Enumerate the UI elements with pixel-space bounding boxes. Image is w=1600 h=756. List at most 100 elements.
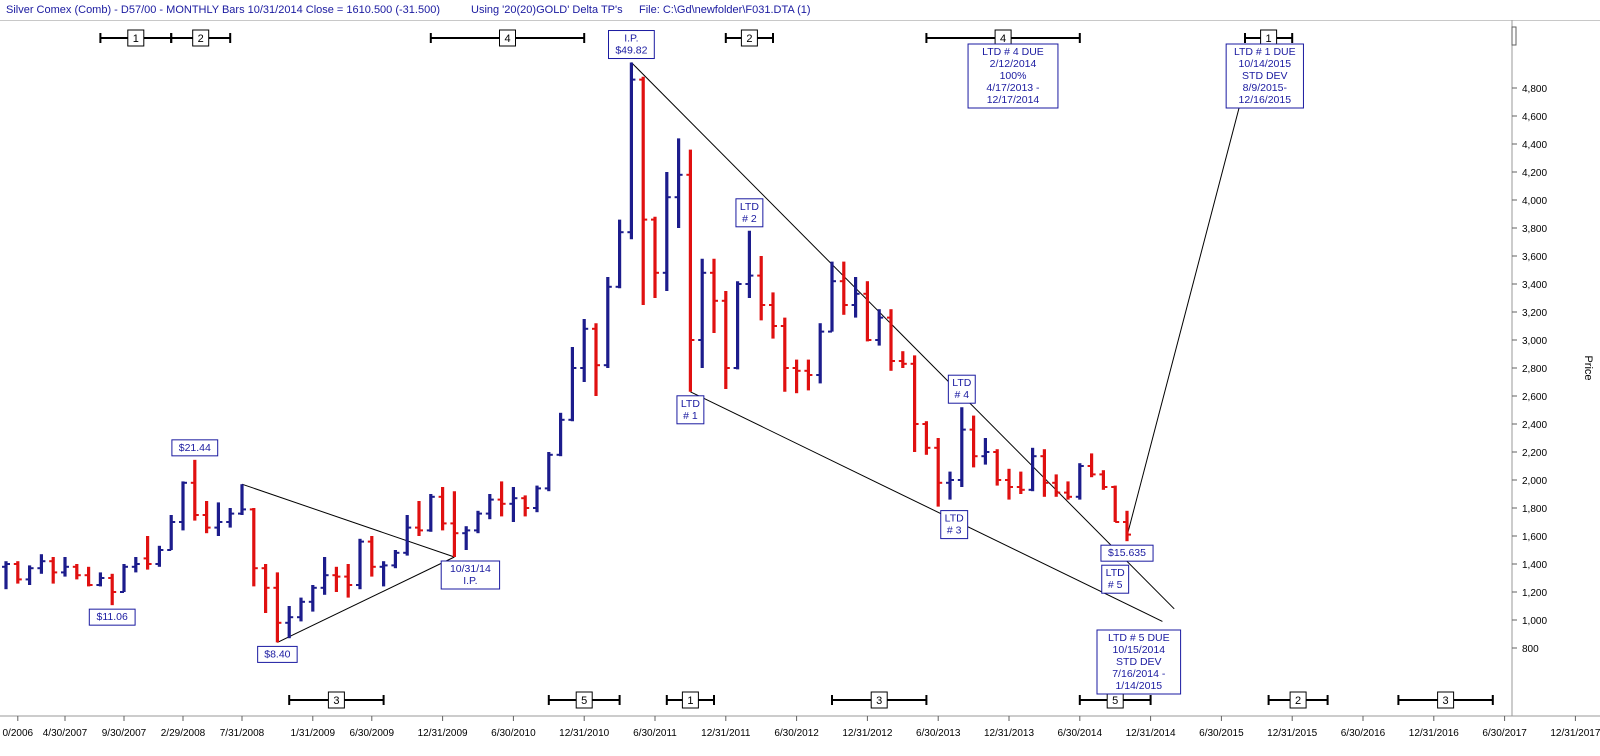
price-label-text: LTD (1106, 567, 1125, 579)
ohlc-bar (426, 494, 435, 532)
cycle-number: 4 (1000, 33, 1006, 45)
y-tick-label: 4,400 (1522, 140, 1547, 151)
y-tick-label: 3,400 (1522, 280, 1547, 291)
ohlc-bar (863, 281, 872, 342)
series-info: Silver Comex (Comb) - D57/00 - MONTHLY B… (6, 4, 440, 16)
price-label-box (257, 645, 298, 663)
ohlc-bar (143, 536, 152, 570)
ohlc-bar (72, 564, 81, 580)
price-label: LTD# 1 (676, 395, 705, 425)
cycle-box (192, 29, 210, 47)
ohlc-bar (96, 572, 105, 587)
y-tick-label: 1,400 (1522, 560, 1547, 571)
price-label-text: LTD (945, 513, 964, 525)
ohlc-bar (1016, 471, 1025, 494)
cycle-number: 1 (687, 695, 693, 707)
ohlc-bar (969, 415, 978, 468)
ohlc-bar (261, 564, 270, 613)
file-info: File: C:\Gd\newfolder\F031.DTA (1) (639, 4, 811, 16)
ohlc-bar (1028, 447, 1037, 492)
ohlc-bar (639, 76, 648, 305)
price-label-text: # 1 (683, 410, 698, 422)
ltd4-due-annotation-text: 100% (1000, 70, 1027, 82)
ohlc-bar (615, 219, 624, 289)
y-tick-label: 3,800 (1522, 224, 1547, 235)
price-label: LTD# 2 (735, 198, 764, 228)
ohlc-bar (485, 494, 494, 520)
cycle-number: 2 (746, 33, 752, 45)
y-tick-label: 1,600 (1522, 532, 1547, 543)
cycle-marker: 3 (1397, 691, 1494, 709)
scroll-marker (1511, 26, 1517, 46)
cycle-number: 3 (333, 695, 339, 707)
ohlc-bar (1052, 474, 1061, 497)
ohlc-bar (556, 412, 565, 457)
price-label-text: LTD (681, 398, 700, 410)
ohlc-bar (190, 459, 199, 521)
price-label-box (171, 439, 219, 457)
price-chart: $21.44$11.06$8.4010/31/14I.P.I.P.$49.82L… (0, 20, 1600, 739)
y-tick-label: 2,000 (1522, 476, 1547, 487)
price-label-text: # 5 (1108, 579, 1123, 591)
ohlc-bar (544, 452, 553, 492)
ohlc-bar (1087, 453, 1096, 478)
ohlc-bar (1040, 449, 1049, 497)
ltd1-due-annotation-text: STD DEV (1242, 70, 1288, 82)
x-tick-label: 1/31/2009 (291, 728, 336, 739)
price-label: LTD# 4 (947, 374, 976, 404)
y-tick-label: 2,400 (1522, 420, 1547, 431)
ltd4-due-annotation-box (967, 43, 1059, 109)
cycle-number: 5 (1112, 695, 1118, 707)
x-tick-label: 6/30/2009 (350, 728, 395, 739)
price-label-text: 10/31/14 (450, 563, 491, 575)
y-tick-label: 4,200 (1522, 168, 1547, 179)
ohlc-bar (733, 281, 742, 370)
trendline (631, 62, 1175, 610)
ohlc-bar (450, 491, 459, 557)
ohlc-bar (415, 501, 423, 536)
y-tick-label: 2,800 (1522, 364, 1547, 375)
y-tick-label: 1,000 (1522, 616, 1547, 627)
price-label-box (608, 30, 655, 60)
ohlc-bar (533, 485, 541, 513)
x-tick-label: 0/2006 (3, 728, 34, 739)
ohlc-bar (993, 449, 1002, 486)
delta-tp-info: Using '20(20)GOLD' Delta TP's (471, 4, 623, 16)
x-tick-label: 6/30/2013 (916, 728, 961, 739)
ohlc-bar (568, 347, 577, 422)
y-tick-label: 4,600 (1522, 112, 1547, 123)
ohlc-bar (780, 317, 789, 392)
cycle-number: 4 (504, 33, 510, 45)
ohlc-bar (108, 573, 117, 606)
price-label-box (1101, 564, 1130, 594)
price-label: $15.635 (1100, 544, 1154, 562)
cycle-marker: 2 (724, 29, 774, 47)
ohlc-bar (580, 319, 589, 382)
x-tick-label: 6/30/2011 (633, 728, 677, 739)
x-tick-label: 12/31/2010 (559, 728, 609, 739)
ohlc-bar (438, 487, 447, 531)
ohlc-bar (957, 407, 966, 487)
ohlc-bar (13, 561, 22, 584)
ltd4-due-annotation-text: LTD # 4 DUE (982, 46, 1044, 58)
ohlc-bar (497, 481, 506, 517)
ohlc-bar (686, 149, 695, 392)
ohlc-bar (509, 487, 518, 522)
ohlc-bar (875, 309, 884, 346)
ohlc-bar (1075, 463, 1084, 500)
cycle-box (127, 29, 145, 47)
cycle-marker: 1 (665, 691, 715, 709)
y-tick-label: 1,800 (1522, 504, 1547, 515)
price-label-text: $8.40 (264, 648, 290, 660)
cycle-number: 2 (1295, 695, 1301, 707)
ohlc-bar (462, 526, 471, 550)
ohlc-bar (367, 536, 376, 577)
y-tick-label: 3,000 (1522, 336, 1547, 347)
x-tick-label: 6/30/2012 (774, 728, 819, 739)
ltd1-due-annotation-box (1225, 43, 1304, 109)
trendline (241, 483, 455, 558)
ohlc-bar (1111, 485, 1120, 523)
ltd5-due-annotation-text: 10/15/2014 (1113, 644, 1166, 656)
